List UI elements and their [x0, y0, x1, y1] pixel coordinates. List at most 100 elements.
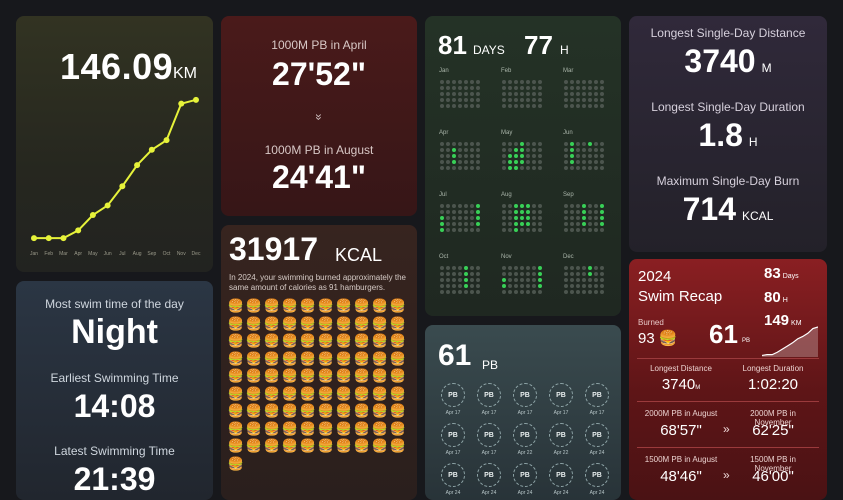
calendar-day-dot	[594, 148, 598, 152]
calendar-day-dot	[564, 154, 568, 158]
calendar-day-dot	[508, 104, 512, 108]
calendar-day-grid	[501, 79, 547, 109]
sparkline-area	[762, 327, 818, 357]
calendar-month: Mar	[563, 68, 609, 109]
calendar-day-dot	[576, 278, 580, 282]
hamburger-icon: 🍔	[263, 420, 281, 436]
hamburger-icon: 🍔	[263, 315, 281, 331]
calendar-day-dot	[538, 284, 542, 288]
calendar-day-dot	[508, 92, 512, 96]
calendar-day-dot	[594, 98, 598, 102]
calendar-day-dot	[452, 266, 456, 270]
calendar-day-dot	[452, 142, 456, 146]
calendar-day-dot	[520, 166, 524, 170]
recap-days-unit: Days	[782, 273, 799, 280]
calendar-day-dot	[514, 166, 518, 170]
hamburger-icon: 🍔	[227, 350, 245, 366]
recap-longest-duration-label: Longest Duration	[742, 364, 804, 373]
calendar-day-dot	[564, 142, 568, 146]
calendar-day-dot	[588, 142, 592, 146]
calendar-day-dot	[514, 142, 518, 146]
calendar-day-dot	[526, 92, 530, 96]
max-burn-label: Maximum Single-Day Burn	[656, 174, 800, 188]
calendar-day-dot	[582, 204, 586, 208]
calendar-day-dot	[538, 272, 542, 276]
hamburger-icon: 🍔	[245, 333, 263, 348]
pb-august-label: 1000M PB in August	[264, 143, 374, 157]
calendar-month: Nov	[501, 254, 547, 295]
calendar-day-dot	[570, 216, 574, 220]
hamburger-icon: 🍔	[353, 350, 371, 366]
calendar-day-dot	[446, 98, 450, 102]
calendar-day-dot	[600, 166, 604, 170]
earliest-time-value: 14:08	[73, 388, 156, 424]
hamburger-icon: 🍔	[389, 420, 407, 436]
hamburger-grid: 🍔 🍔 🍔 🍔 🍔 🍔 🍔 🍔 🍔 🍔 🍔 🍔 🍔 🍔 🍔 🍔 🍔 🍔 🍔 🍔 🍔 🍔 🍔 🍔 🍔 🍔 🍔 🍔 🍔 🍔 🍔 🍔 🍔 🍔 🍔 🍔 🍔 🍔 🍔 🍔…	[227, 297, 413, 472]
hamburger-icon: 🍔	[371, 333, 389, 348]
calendar-day-dot	[458, 80, 462, 84]
pb-badge: PB Apr 22	[543, 423, 579, 463]
max-burn: 714 KCAL	[629, 191, 827, 228]
hamburger-icon: 🍔	[227, 333, 245, 348]
sparkline-line	[762, 326, 818, 357]
calendar-day-dot	[520, 216, 524, 220]
calendar-day-dot	[464, 104, 468, 108]
calendar-day-dot	[582, 92, 586, 96]
calendar-day-dot	[464, 210, 468, 214]
calendar-day-dot	[520, 148, 524, 152]
calendar-day-dot	[600, 142, 604, 146]
hamburger-icon: 🍔	[227, 403, 245, 418]
hamburger-icon: 🍔	[227, 368, 245, 383]
calendar-day-dot	[594, 290, 598, 294]
pb-badge: PB Apr 22	[507, 423, 543, 463]
calendar-month-label: Feb	[501, 68, 512, 74]
calendar-day-dot	[532, 98, 536, 102]
calendar-day-dot	[502, 104, 506, 108]
calendar-day-dot	[470, 154, 474, 158]
calendar-day-dot	[470, 80, 474, 84]
calendar-day-dot	[458, 160, 462, 164]
calendar-day-dot	[476, 272, 480, 276]
calendar-day-dot	[526, 148, 530, 152]
calendar-day-dot	[502, 216, 506, 220]
calendar-day-dot	[464, 166, 468, 170]
hamburger-icon: 🍔	[389, 385, 407, 401]
calendar-day-dot	[502, 210, 506, 214]
calendar-day-dot	[508, 204, 512, 208]
calendar-day-dot	[594, 160, 598, 164]
swim-time-card: Most swim time of the day Night Earliest…	[16, 281, 213, 500]
hamburger-icon: 🍔	[317, 403, 335, 418]
calendar-day-dot	[464, 216, 468, 220]
longest-duration-unit: H	[748, 135, 758, 149]
medal-icon: PB	[477, 383, 501, 407]
calendar-day-dot	[508, 228, 512, 232]
pb-badge: PB Apr 24	[471, 463, 507, 500]
recap-1500-nov-value: 46'00"	[752, 468, 794, 485]
calendar-day-dot	[514, 210, 518, 214]
month-tick-label: Mar	[59, 251, 68, 257]
calendar-day-dot	[600, 278, 604, 282]
divider	[637, 358, 819, 359]
calendar-day-dot	[582, 160, 586, 164]
calendar-day-dot	[508, 216, 512, 220]
calendar-day-dot	[514, 104, 518, 108]
recap-burned: 93 🍔	[638, 329, 678, 347]
distance-point	[193, 96, 199, 103]
calendar-day-dot	[588, 290, 592, 294]
pb-badge-date: Apr 17	[589, 410, 605, 416]
calendar-day-dot	[452, 216, 456, 220]
calendar-day-dot	[520, 80, 524, 84]
distance-line-chart: Jan Feb Mar Apr May Jun Jul Aug Sep Oct Nov Dec	[30, 96, 201, 257]
calendar-day-dot	[570, 228, 574, 232]
hamburger-icon: 🍔	[353, 315, 371, 331]
hamburger-icon: 🍔	[299, 298, 317, 313]
calendar-day-dot	[594, 228, 598, 232]
calendar-day-dot	[588, 160, 592, 164]
calendar-month: Jan	[439, 68, 485, 109]
calendar-day-dot	[576, 216, 580, 220]
swim-recap-card[interactable]: 2024 Swim Recap 83 Days 80 H 149 KM Burned …	[629, 259, 827, 500]
recap-longest-distance: 3740M	[641, 376, 721, 393]
calendar-day-dot	[440, 154, 444, 158]
calendar-day-dot	[458, 142, 462, 146]
calendar-day-dot	[588, 216, 592, 220]
